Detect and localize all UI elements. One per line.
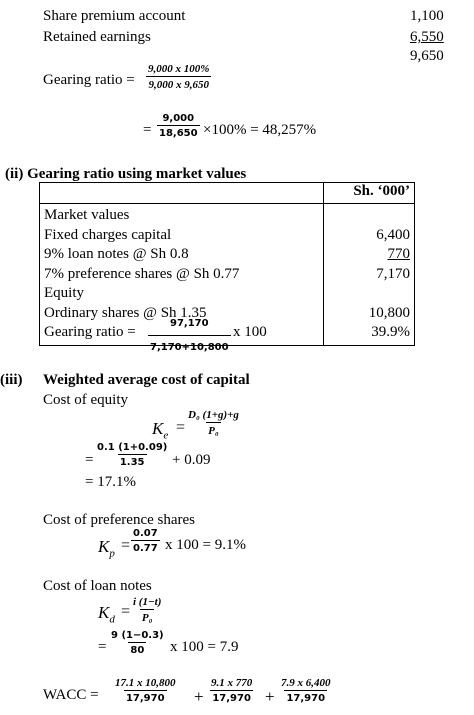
row-label: Ordinary shares @ Sh 1.35 bbox=[44, 304, 207, 321]
gearing-fraction-1: 9,000 x 100% 9,000 x 9,650 bbox=[146, 63, 211, 91]
gearing-numerator-2: 97,170 bbox=[170, 318, 209, 329]
eq2-prefix: = bbox=[143, 122, 152, 138]
row-value: 10,800 bbox=[368, 304, 410, 321]
labels-cell: Market values Fixed charges capital 9% l… bbox=[39, 203, 324, 353]
kd-numerator: i (1−t) bbox=[133, 596, 162, 608]
share-premium-label: Share premium account bbox=[43, 8, 186, 24]
row-label: Market values bbox=[44, 207, 130, 223]
ke-denominator: P₀ bbox=[206, 422, 221, 437]
kd-step-equals: = bbox=[98, 639, 107, 655]
kd-symbol-k: K bbox=[98, 603, 110, 622]
wacc-term-2-denominator: 17,970 bbox=[210, 690, 253, 704]
kp-symbol-sub: p bbox=[109, 547, 115, 560]
kp-numerator: 0.07 bbox=[133, 528, 158, 539]
gearing-denominator-2: 7,170+10,800 bbox=[148, 334, 231, 358]
kd-symbol: Kd bbox=[98, 604, 115, 625]
row-value: 770 bbox=[387, 246, 411, 262]
ke-step-equals: = bbox=[85, 452, 94, 468]
gearing-ratio-label-1: Gearing ratio = bbox=[43, 72, 135, 88]
kd-step-numerator: 9 (1−0.3) bbox=[111, 630, 164, 641]
wacc-plus-2: + bbox=[265, 687, 275, 706]
gearing-value: 39.9% bbox=[371, 324, 410, 340]
ke-fraction: D₀ (1+g)+g P₀ bbox=[186, 409, 241, 437]
ke-step-denominator: 1.35 bbox=[117, 454, 147, 468]
kd-step-fraction: 9 (1−0.3) 80 bbox=[109, 630, 166, 656]
wacc-plus-1: + bbox=[194, 687, 204, 706]
cost-loan-label: Cost of loan notes bbox=[43, 578, 152, 594]
kp-denominator: 0.77 bbox=[131, 540, 160, 554]
kd-fraction: i (1−t) P₀ bbox=[131, 596, 163, 624]
row-value bbox=[328, 206, 410, 226]
wacc-label: WACC = bbox=[43, 687, 99, 703]
header-blank-cell bbox=[39, 182, 324, 204]
kp-symbol-k: K bbox=[98, 537, 110, 556]
eq2-numerator: 9,000 bbox=[162, 113, 195, 124]
row-value bbox=[328, 284, 410, 304]
row-label: Fixed charges capital bbox=[44, 226, 172, 243]
row-label: Equity bbox=[44, 285, 84, 301]
gearing-denominator-1: 9,000 x 9,650 bbox=[146, 76, 211, 91]
wacc-term-3-numerator: 7.9 x 6,400 bbox=[281, 677, 331, 689]
wacc-term-2-numerator: 9.1 x 770 bbox=[211, 677, 253, 689]
wacc-term-1: 17.1 x 10,800 17,970 bbox=[113, 677, 178, 704]
ke-step-suffix: + 0.09 bbox=[172, 452, 211, 468]
section-ii-heading: (ii) Gearing ratio using market values bbox=[5, 166, 247, 182]
wacc-term-2: 9.1 x 770 17,970 bbox=[209, 677, 254, 704]
ke-symbol-k: K bbox=[152, 419, 164, 438]
gearing-suffix-2: x 100 bbox=[233, 324, 267, 340]
section-iii-number: (iii) bbox=[0, 372, 23, 388]
row-value: 6,400 bbox=[376, 226, 410, 243]
kd-step-denominator: 80 bbox=[128, 642, 147, 656]
total-value: 9,650 bbox=[410, 48, 444, 64]
gearing-ratio-label-2: Gearing ratio = bbox=[44, 324, 136, 340]
wacc-term-1-numerator: 17.1 x 10,800 bbox=[115, 677, 176, 689]
row-value: 7,170 bbox=[376, 265, 410, 282]
kp-suffix: x 100 = 9.1% bbox=[165, 537, 246, 553]
ke-numerator: D₀ (1+g)+g bbox=[188, 409, 239, 421]
ke-result: = 17.1% bbox=[85, 474, 136, 490]
kd-step-suffix: x 100 = 7.9 bbox=[170, 639, 239, 655]
section-iii-heading: Weighted average cost of capital bbox=[43, 372, 250, 388]
cost-pref-label: Cost of preference shares bbox=[43, 512, 196, 528]
ke-symbol-sub: e bbox=[163, 429, 169, 442]
kd-denominator: P₀ bbox=[139, 609, 155, 624]
kd-equals: = bbox=[121, 603, 131, 620]
col-header-sh000: Sh. ‘000’ bbox=[323, 182, 415, 204]
eq2-result: ×100% = 48,257% bbox=[203, 122, 317, 138]
values-cell: 6,400 770 7,170 10,800 39.9% bbox=[323, 203, 415, 346]
market-values-table: Sh. ‘000’ Market values Fixed charges ca… bbox=[39, 182, 415, 353]
kp-symbol: Kp bbox=[98, 538, 115, 559]
kd-symbol-sub: d bbox=[109, 613, 115, 626]
kp-equals: = bbox=[121, 537, 131, 554]
gearing-fraction-2: 97,170 7,170+10,800 bbox=[148, 314, 231, 357]
retained-earnings-label: Retained earnings bbox=[43, 29, 151, 45]
row-label: 7% preference shares @ Sh 0.77 bbox=[44, 265, 240, 282]
ke-symbol: Ke bbox=[152, 420, 168, 441]
ke-step-numerator: 0.1 (1+0.09) bbox=[97, 442, 168, 453]
ke-equals: = bbox=[176, 419, 186, 436]
wacc-term-3-denominator: 17,970 bbox=[284, 690, 328, 704]
ke-step-fraction: 0.1 (1+0.09) 1.35 bbox=[95, 442, 169, 468]
wacc-term-1-denominator: 17,970 bbox=[123, 690, 167, 704]
cost-of-equity-label: Cost of equity bbox=[43, 392, 128, 408]
share-premium-value: 1,100 bbox=[410, 8, 444, 24]
gearing-numerator-1: 9,000 x 100% bbox=[148, 63, 210, 75]
eq2-fraction: 9,000 18,650 bbox=[157, 113, 200, 139]
retained-earnings-value: 6,550 bbox=[410, 29, 444, 45]
kp-fraction: 0.07 0.77 bbox=[131, 528, 160, 554]
row-label: 9% loan notes @ Sh 0.8 bbox=[44, 246, 189, 262]
eq2-denominator: 18,650 bbox=[157, 125, 200, 139]
gearing-row: Gearing ratio = 97,170 7,170+10,800 x 10… bbox=[44, 318, 319, 353]
wacc-term-3: 7.9 x 6,400 17,970 bbox=[279, 677, 333, 704]
